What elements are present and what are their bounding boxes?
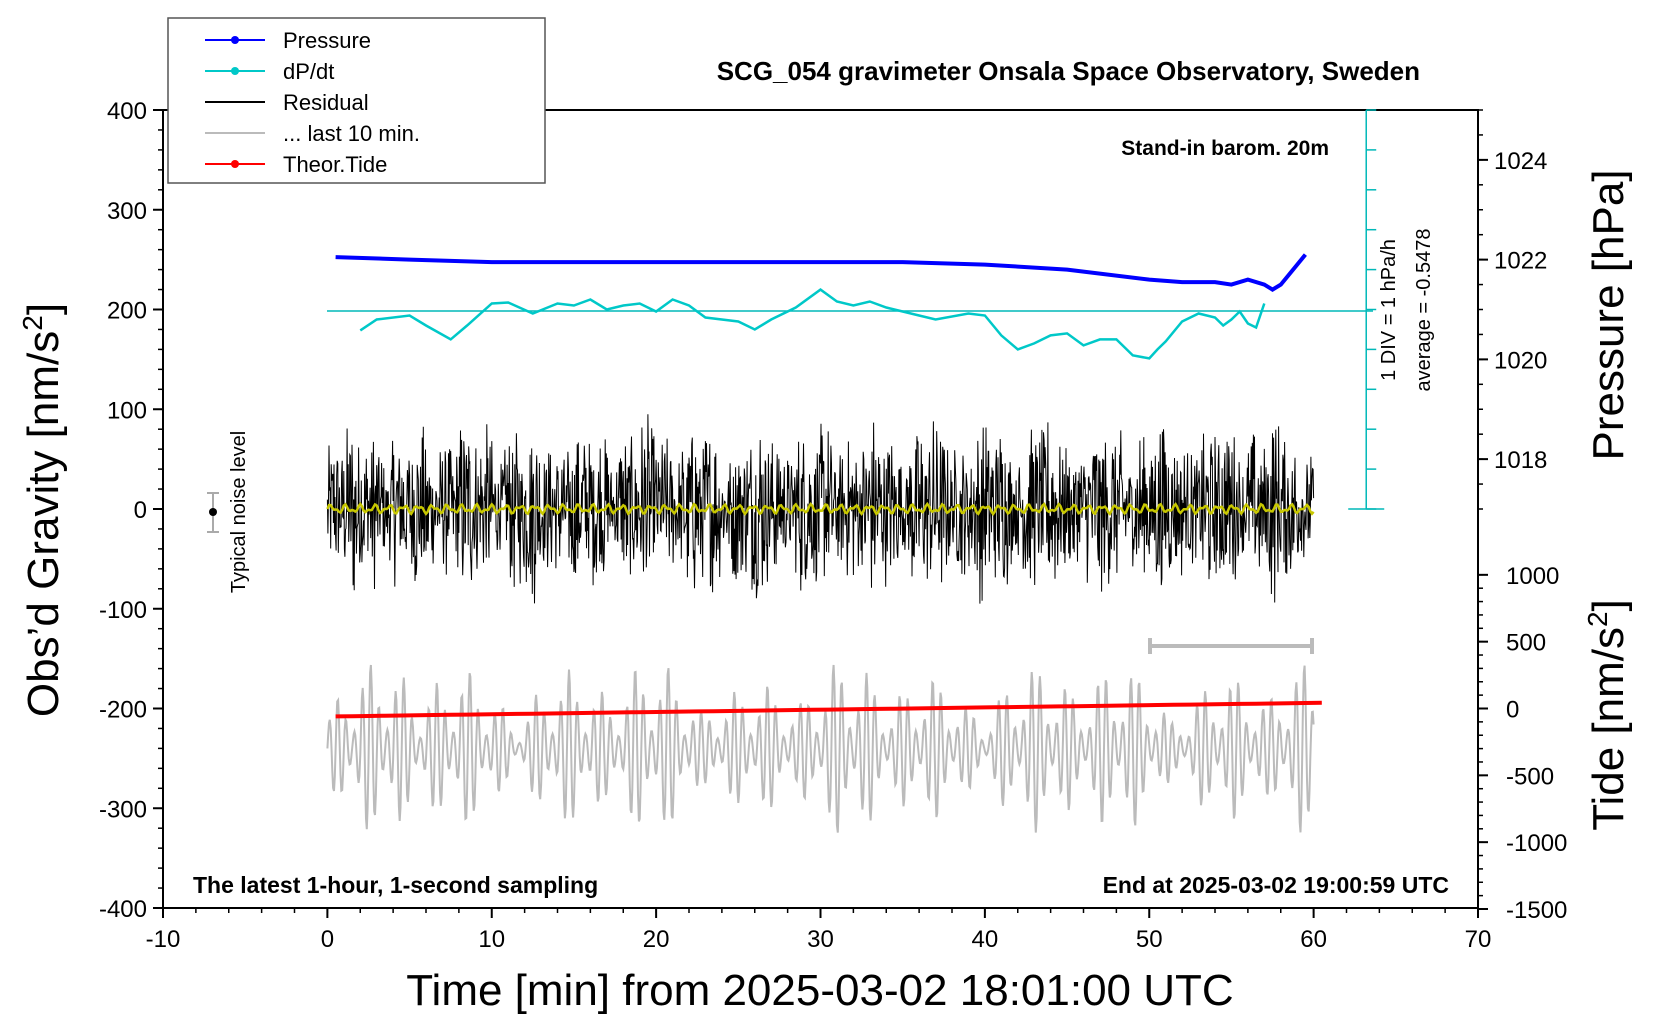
y-axis-label-left: Obs’d Gravity [nm/s2] <box>17 303 68 717</box>
x-axis: -10 0 10 20 30 40 50 60 70 <box>146 908 1492 953</box>
legend-label: Pressure <box>283 28 371 53</box>
residual-line <box>326 414 1315 604</box>
x-tick-label: 60 <box>1300 926 1327 953</box>
latest-label: The latest 1-hour, 1-second sampling <box>193 872 598 898</box>
theor-tide-series <box>335 700 1322 719</box>
x-tick-label: 40 <box>972 926 999 953</box>
tide-tick-label: -1000 <box>1506 830 1567 857</box>
legend-label: ... last 10 min. <box>283 121 420 146</box>
y-tick-label: -300 <box>99 796 147 823</box>
residual-smoothed-series <box>326 501 1315 517</box>
average-label: average = -0.5478 <box>1413 229 1435 392</box>
legend-label: dP/dt <box>283 59 334 84</box>
y-tick-label: 300 <box>107 198 147 225</box>
legend-label: Residual <box>283 90 369 115</box>
x-tick-label: 30 <box>807 926 834 953</box>
y-tick-label: -200 <box>99 697 147 724</box>
pressure-tick-label: 1020 <box>1494 347 1547 374</box>
tide-tick-label: -1500 <box>1506 897 1567 924</box>
y-tick-label: 0 <box>134 497 147 524</box>
end-label: End at 2025-03-02 19:00:59 UTC <box>1103 872 1449 898</box>
y-tick-label: 400 <box>107 98 147 125</box>
x-axis-label: Time [min] from 2025-03-02 18:01:00 UTC <box>406 966 1233 1015</box>
legend: Pressure dP/dt Residual ... last 10 min. The… <box>167 17 546 184</box>
last-10-min-series <box>326 664 1315 833</box>
pressure-axis: 1024 1022 1020 1018 <box>1478 109 1547 510</box>
y-tick-label: 200 <box>107 298 147 325</box>
pressure-tick-label: 1018 <box>1494 447 1547 474</box>
noise-level-marker <box>207 492 219 533</box>
standin-label: Stand-in barom. 20m <box>1121 137 1329 160</box>
x-tick-label: -10 <box>146 926 181 953</box>
y-tick-label: -400 <box>99 896 147 923</box>
y-tick-label: -100 <box>99 597 147 624</box>
tide-tick-label: 1000 <box>1506 563 1559 590</box>
pressure-series <box>335 253 1307 292</box>
pressure-tick-label: 1024 <box>1494 148 1547 175</box>
x-tick-label: 50 <box>1136 926 1163 953</box>
last-10-min-bracket <box>1148 638 1314 654</box>
legend-label: Theor.Tide <box>283 152 387 177</box>
x-tick-label: 10 <box>478 926 505 953</box>
chart-title: SCG_054 gravimeter Onsala Space Observat… <box>717 56 1420 86</box>
tide-tick-label: -500 <box>1506 763 1554 790</box>
legend-marker <box>231 67 239 75</box>
residual-series <box>326 414 1315 604</box>
left-y-axis: 400 300 200 100 0 -100 -200 -300 -400 <box>99 98 163 923</box>
tide-axis: 1000 500 0 -500 -1000 -1500 <box>1478 563 1567 924</box>
y-axis-label-tide: Tide [nm/s2] <box>1582 599 1633 831</box>
tide-tick-label: 500 <box>1506 630 1546 657</box>
pressure-tick-label: 1022 <box>1494 248 1547 275</box>
x-tick-label: 0 <box>321 926 334 953</box>
x-tick-label: 20 <box>643 926 670 953</box>
noise-level-label: Typical noise level <box>228 431 250 593</box>
y-axis-label-pressure: Pressure [hPa] <box>1584 169 1633 460</box>
x-tick-label: 70 <box>1465 926 1492 953</box>
tide-tick-label: 0 <box>1506 697 1519 724</box>
dpdt-series <box>359 288 1266 360</box>
legend-marker <box>231 36 239 44</box>
y-tick-label: 100 <box>107 397 147 424</box>
div-scale <box>1348 109 1385 510</box>
legend-marker <box>231 160 239 168</box>
div-label: 1 DIV = 1 hPa/h <box>1378 239 1400 381</box>
